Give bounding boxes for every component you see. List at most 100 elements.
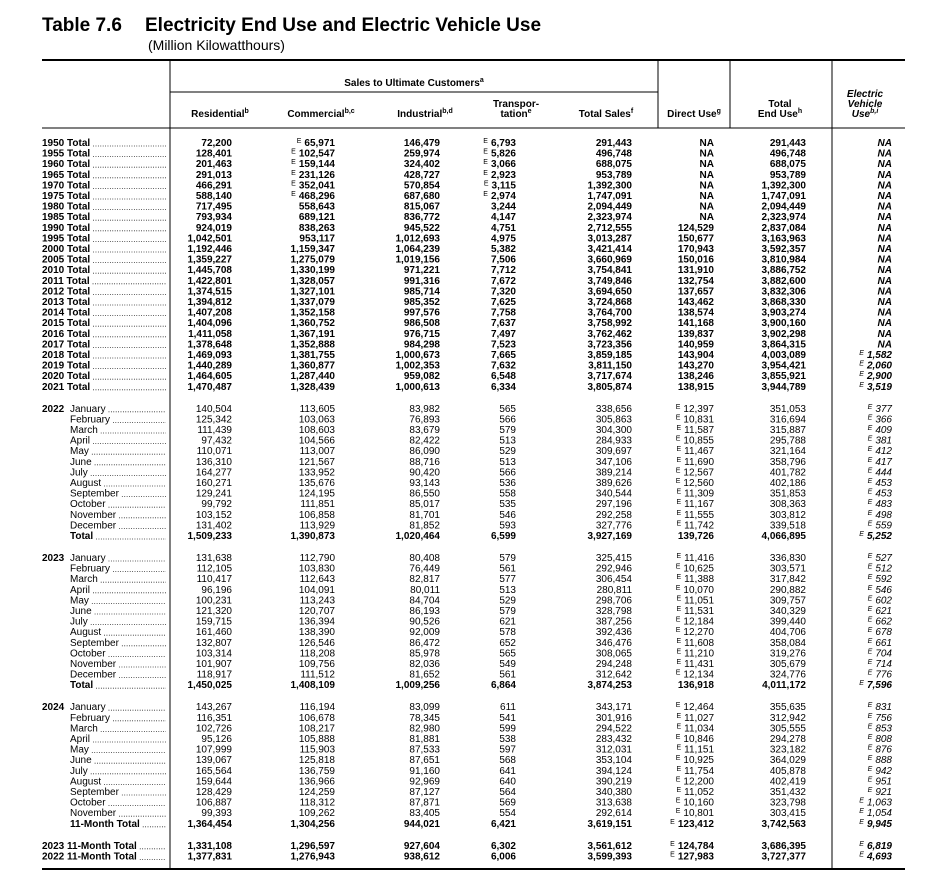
cell-value: 561 — [499, 564, 516, 575]
cell: 303,571 — [770, 564, 807, 575]
cell-value: 136,394 — [299, 617, 336, 628]
estimate-flag: E — [676, 520, 681, 527]
cell-value: 99,393 — [201, 808, 232, 819]
cell: 323,182 — [770, 745, 807, 756]
cell-value: 143,462 — [678, 297, 715, 308]
cell: 1,422,801 — [188, 276, 233, 287]
cell-value: 1,450,025 — [188, 680, 233, 691]
cell: 3,855,921 — [762, 371, 807, 382]
cell: 3,902,298 — [762, 329, 807, 340]
cell: 2,094,449 — [762, 202, 807, 213]
estimate-flag: E — [676, 776, 681, 783]
cell-value: 483 — [875, 499, 892, 510]
cell: 131,638 — [196, 553, 233, 564]
cell: NA — [878, 244, 892, 255]
cell-value: 1,445,708 — [188, 265, 233, 276]
estimate-flag: E — [670, 841, 675, 848]
row-label: 1960 Total — [42, 159, 90, 170]
cell-value: 569 — [499, 798, 516, 809]
table-number: Table 7.6 — [42, 15, 122, 36]
cell-value: 1,328,057 — [291, 276, 336, 287]
estimate-flag: E — [868, 574, 873, 581]
cell: 111,851 — [300, 499, 335, 510]
cell: E 409 — [868, 425, 893, 436]
cell-value: 392,436 — [596, 627, 633, 638]
row-label: April — [70, 436, 90, 447]
column-header: End Useh — [758, 108, 802, 120]
cell-value: 1,296,597 — [291, 841, 336, 852]
cell-value: 4,751 — [491, 223, 516, 234]
cell: 138,246 — [678, 371, 715, 382]
cell: NA — [700, 138, 714, 149]
cell-value: NA — [700, 138, 714, 149]
cell-value: 136,966 — [299, 776, 336, 787]
year-label: 2023 — [42, 553, 65, 564]
cell-value: 11,167 — [684, 499, 714, 510]
estimate-flag: E — [676, 489, 681, 496]
estimate-flag: E — [868, 595, 873, 602]
estimate-flag: E — [676, 436, 681, 443]
cell: E 714 — [868, 659, 893, 670]
cell-value: 366 — [875, 414, 892, 425]
cell: 305,679 — [770, 659, 807, 670]
cell-value: 323,798 — [770, 798, 807, 809]
cell-value: 93,143 — [409, 478, 440, 489]
cell-value: 150,677 — [678, 233, 715, 244]
cell-value: 602 — [875, 595, 892, 606]
column-header: Direct Useg — [667, 108, 721, 120]
cell: 1,374,515 — [188, 286, 233, 297]
cell: NA — [700, 180, 714, 191]
cell-value: 358,796 — [770, 457, 807, 468]
estimate-flag: E — [868, 755, 873, 762]
cell-value: NA — [878, 138, 892, 149]
cell: 976,715 — [404, 329, 441, 340]
cell: NA — [878, 308, 892, 319]
cell-value: 387,256 — [596, 617, 633, 628]
cell: 496,748 — [770, 149, 807, 160]
cell: 301,916 — [596, 713, 633, 724]
cell-value: 938,612 — [404, 851, 441, 862]
cell: 402,419 — [770, 776, 807, 787]
cell: 88,716 — [409, 457, 440, 468]
cell: 113,007 — [300, 446, 336, 457]
cell-value: 3,519 — [867, 382, 892, 393]
cell: 611 — [500, 702, 516, 713]
cell-value: 1,359,227 — [188, 255, 233, 266]
cell-value: 1,407,208 — [188, 308, 233, 319]
cell-value: 1,364,454 — [188, 819, 233, 830]
cell: 815,067 — [404, 202, 441, 213]
estimate-flag: E — [483, 138, 488, 145]
cell-value: 136,759 — [299, 766, 336, 777]
cell: 7,637 — [491, 318, 516, 329]
cell-value: 124,529 — [678, 223, 715, 234]
cell-value: 97,432 — [201, 436, 232, 447]
cell: 1,304,256 — [291, 819, 336, 830]
cell: 97,432 — [201, 436, 232, 447]
cell: E 12,397 — [676, 404, 715, 415]
cell: 588,140 — [196, 191, 233, 202]
cell-value: 3,764,700 — [588, 308, 633, 319]
cell: 170,943 — [678, 244, 715, 255]
cell: E 704 — [868, 648, 893, 659]
cell-value: 139,837 — [678, 329, 715, 340]
cell-value: 570,854 — [404, 180, 441, 191]
cell: 116,351 — [197, 713, 233, 724]
cell-value: 3,723,356 — [588, 339, 633, 350]
estimate-flag: E — [868, 414, 873, 421]
cell: 118,312 — [300, 798, 336, 809]
cell-value: NA — [878, 244, 892, 255]
cell: 401,782 — [770, 467, 807, 478]
row-label: August — [70, 776, 101, 787]
cell-value: 7,665 — [491, 350, 516, 361]
cell: 316,694 — [770, 414, 807, 425]
footnote-mark: f — [631, 108, 634, 115]
cell-value: 351,432 — [770, 787, 807, 798]
cell-value: NA — [878, 170, 892, 181]
cell-value: 3,742,563 — [762, 819, 807, 830]
estimate-flag: E — [676, 457, 681, 464]
cell-value: 10,070 — [683, 585, 714, 596]
cell-value: 294,522 — [596, 723, 633, 734]
cell-value: 1,411,058 — [188, 329, 232, 340]
cell: 124,195 — [299, 489, 336, 500]
cell: E 2,900 — [859, 371, 892, 382]
